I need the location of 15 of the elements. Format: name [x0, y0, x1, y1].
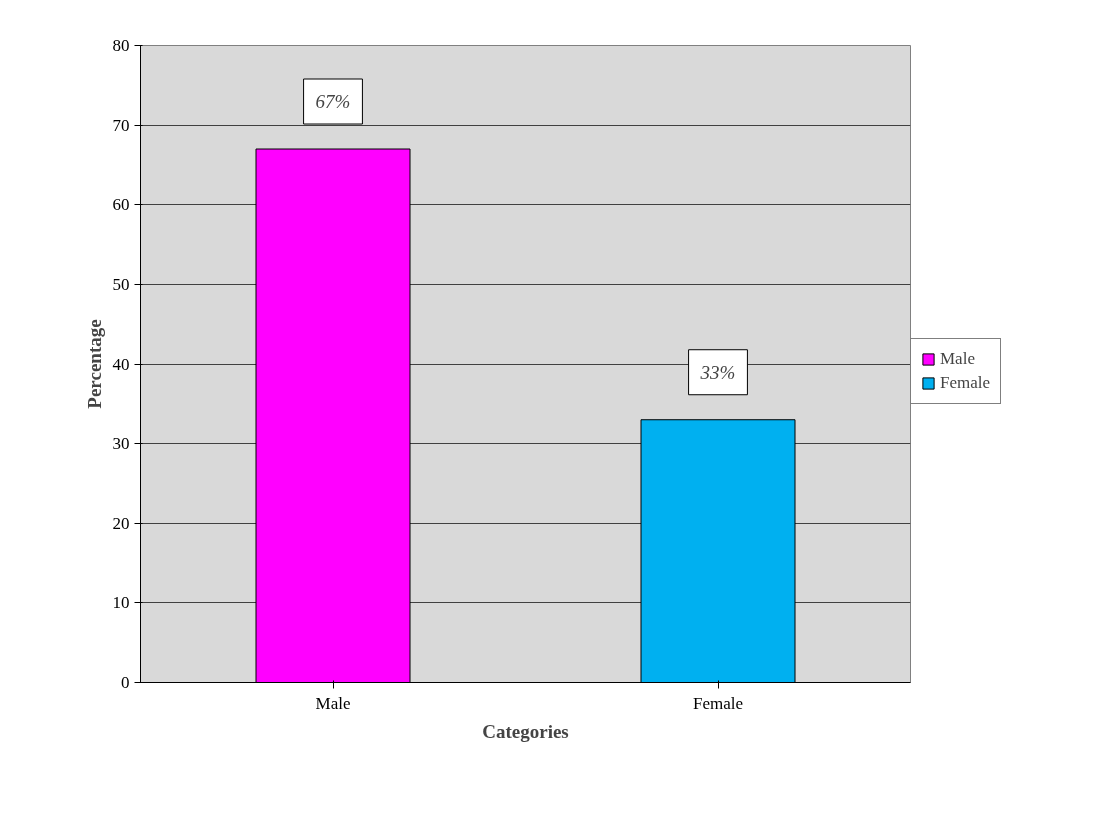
y-tick-label: 70: [112, 115, 130, 135]
y-tick-label: 20: [112, 513, 130, 533]
y-tick-label: 10: [112, 593, 130, 613]
y-tick-label: 0: [121, 673, 130, 692]
data-label: 33%: [699, 361, 736, 383]
y-tick-label: 30: [112, 434, 130, 454]
data-label: 67%: [315, 91, 351, 113]
y-tick-label: 60: [112, 195, 130, 215]
y-axis-title: Percentage: [83, 319, 105, 409]
y-tick-label: 50: [112, 274, 130, 294]
x-axis-title: Categories: [482, 720, 569, 742]
y-tick-label: 40: [112, 354, 130, 374]
legend-label: Male: [940, 348, 975, 369]
y-tick-label: 80: [112, 36, 130, 55]
legend-label: Female: [940, 372, 991, 393]
